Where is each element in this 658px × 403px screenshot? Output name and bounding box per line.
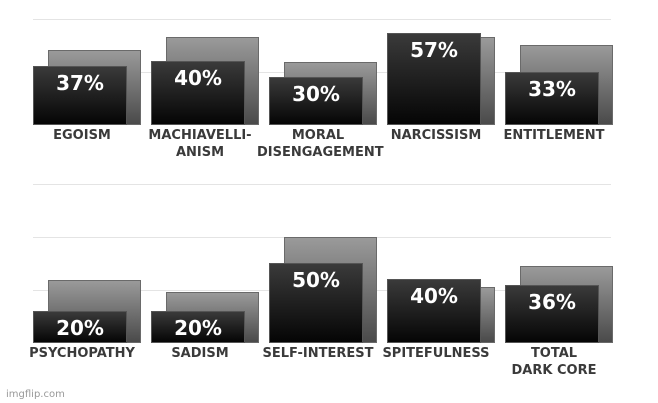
x-tick-label: TOTAL DARK CORE <box>511 346 597 378</box>
value-label: 20% <box>56 315 104 340</box>
value-label: 37% <box>56 70 104 95</box>
value-label: 50% <box>292 267 340 292</box>
value-label: 30% <box>292 81 340 106</box>
value-label: 40% <box>174 65 222 90</box>
front-bar <box>33 310 127 343</box>
x-tick-label: SELF-INTEREST <box>262 346 374 361</box>
front-bar <box>33 65 127 125</box>
x-tick-label: MACHIAVELLI- ANISM <box>148 128 252 160</box>
front-bar <box>387 33 481 125</box>
x-tick-label: MORAL DISENGAGEMENT <box>257 128 384 160</box>
front-bar <box>269 76 363 125</box>
watermark: imgflip.com <box>6 389 65 400</box>
front-bar <box>269 262 363 343</box>
value-label: 36% <box>528 290 576 315</box>
x-tick-label: SADISM <box>171 346 229 361</box>
front-bar <box>505 72 599 125</box>
x-tick-label: EGOISM <box>53 128 111 143</box>
value-label: 40% <box>410 283 458 308</box>
front-bar <box>387 278 481 343</box>
value-label: 33% <box>528 77 576 101</box>
front-bar <box>151 60 245 125</box>
front-bar <box>505 285 599 343</box>
x-tick-label: PSYCHOPATHY <box>29 346 135 361</box>
x-tick-label: ENTITLEMENT <box>503 128 605 143</box>
grid-line <box>33 19 611 20</box>
value-label: 20% <box>174 315 222 340</box>
x-tick-label: SPITEFULNESS <box>382 346 490 361</box>
front-bar <box>151 310 245 343</box>
grid-line <box>33 184 611 185</box>
x-tick-label: NARCISSISM <box>390 128 482 143</box>
value-label: 57% <box>410 38 458 63</box>
